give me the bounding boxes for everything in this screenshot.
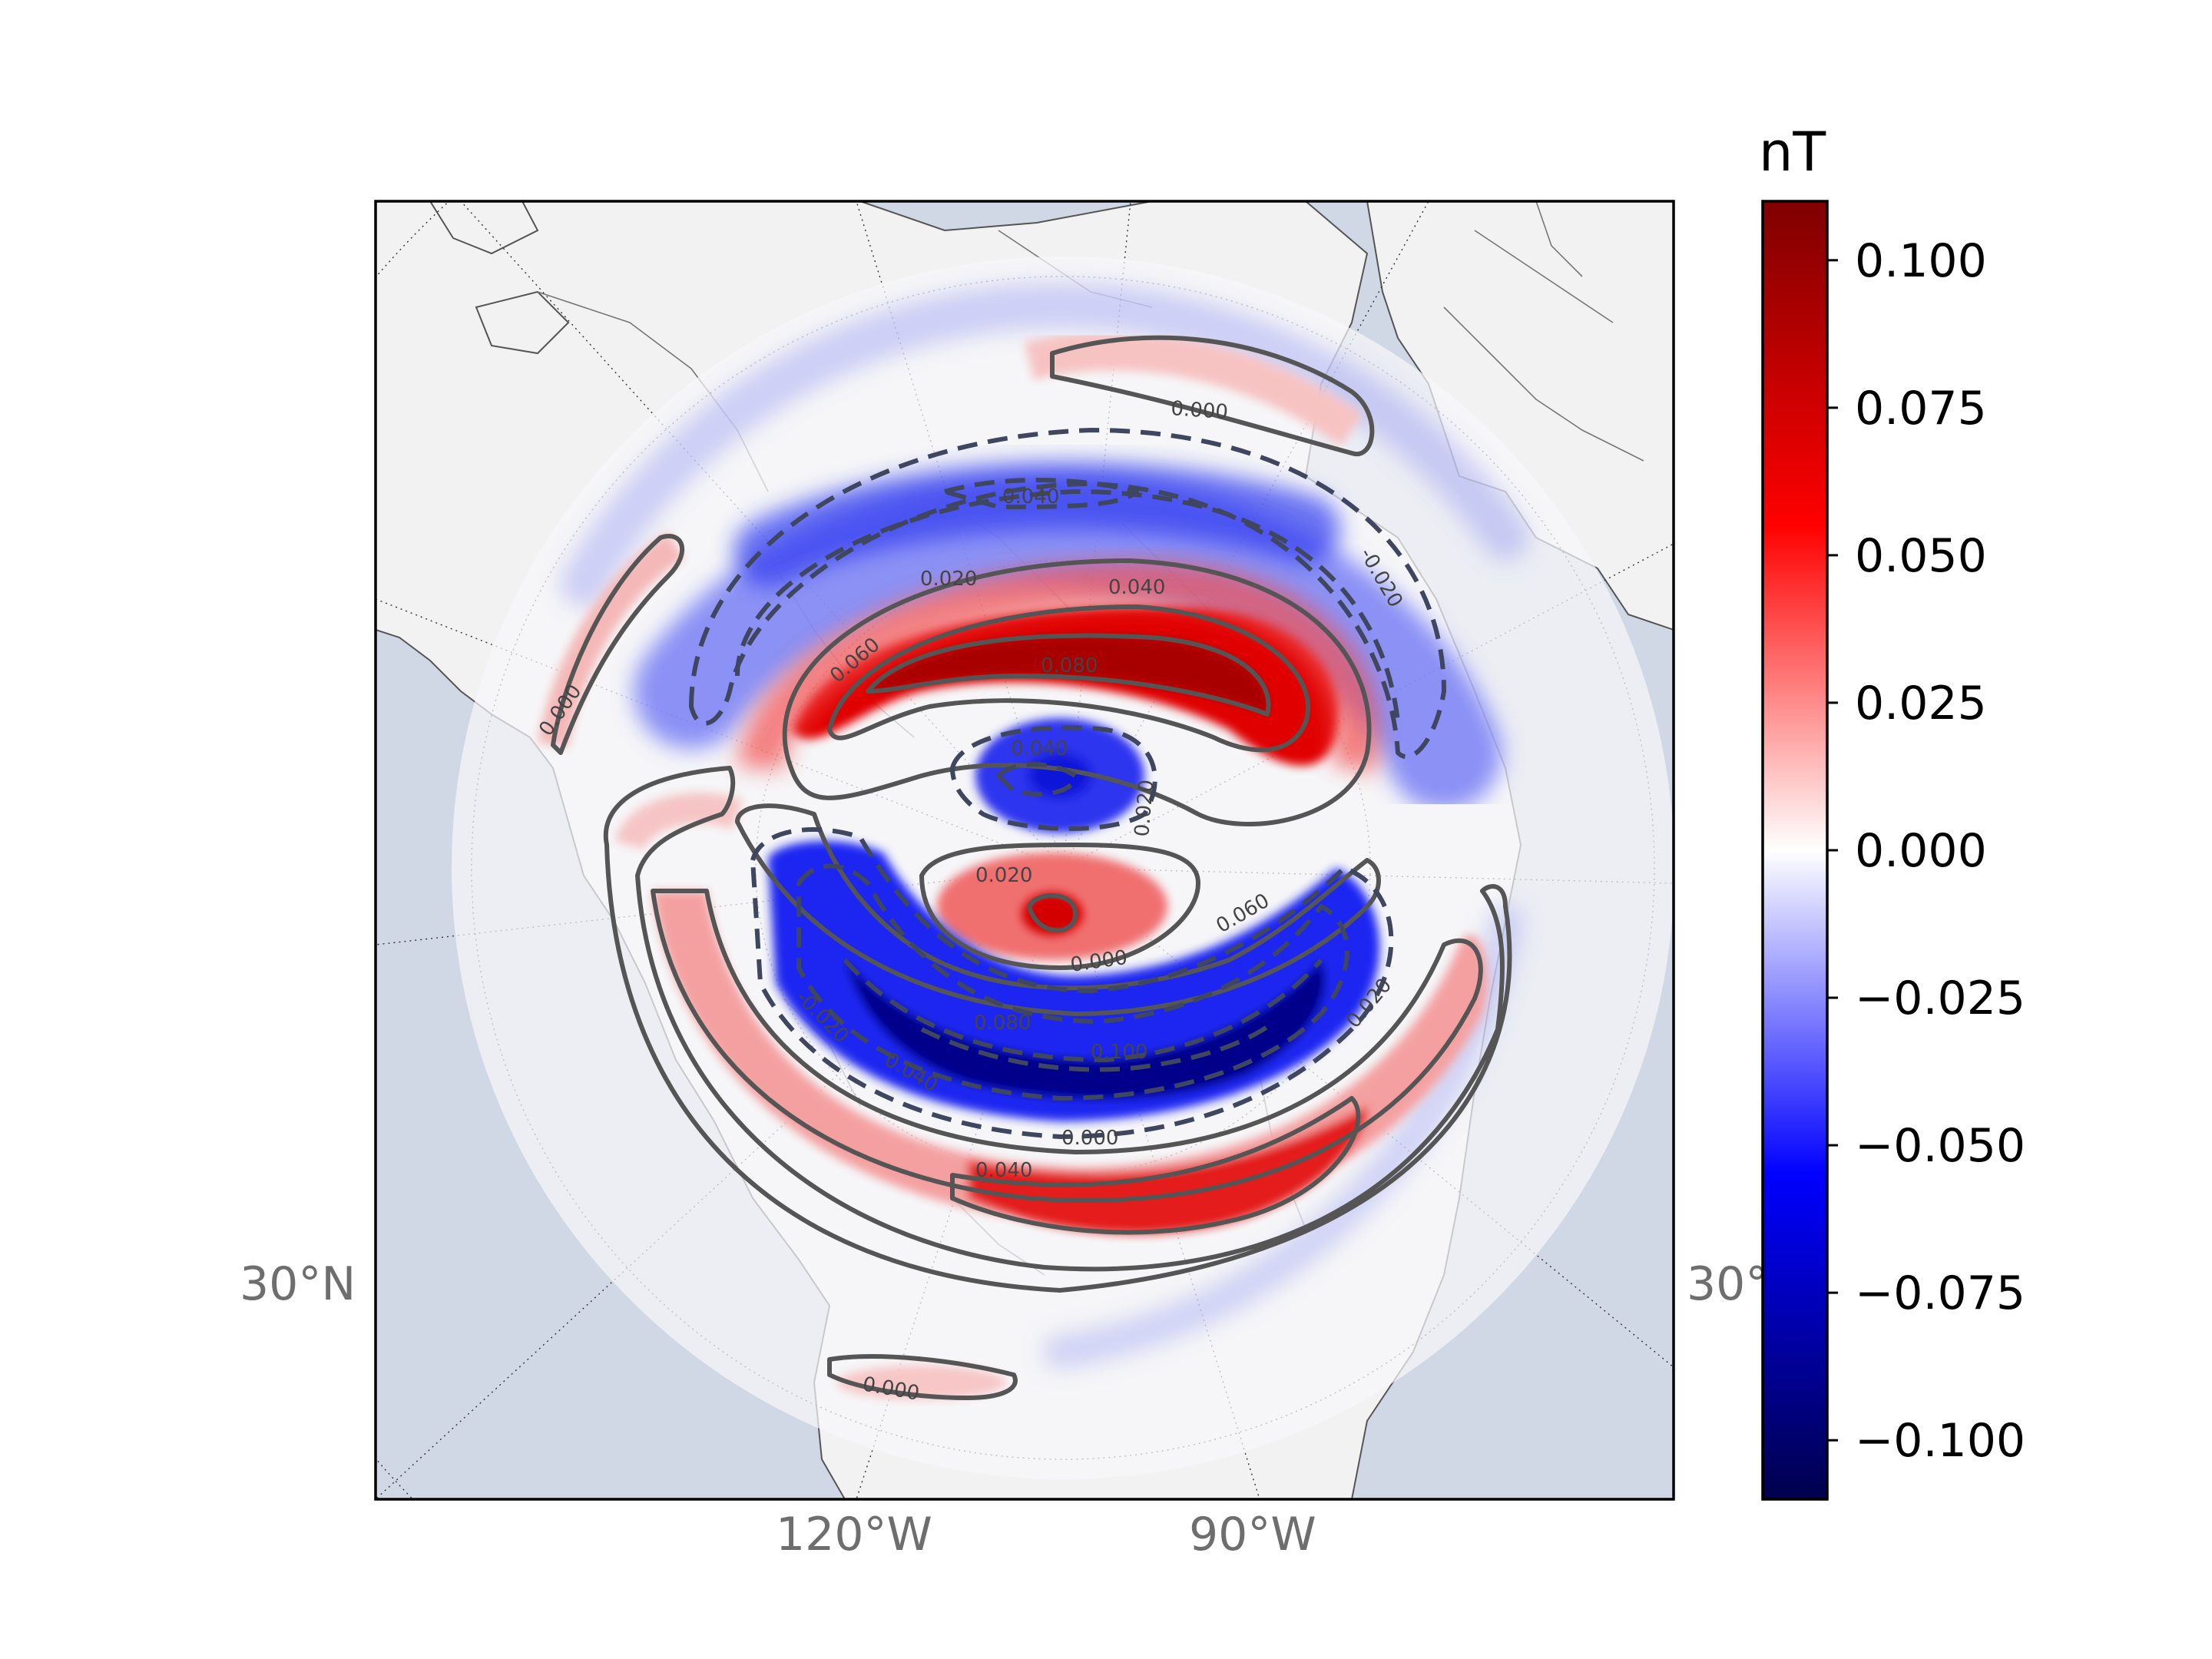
contour-label: 0.040	[1108, 576, 1165, 599]
contour-label: 0.100	[1091, 1041, 1147, 1064]
contour-label: 0.080	[974, 1012, 1031, 1035]
contour-label: 0.020	[920, 568, 977, 591]
colorbar-unit-label: nT	[1759, 121, 1826, 184]
contour-label: 0.040	[1002, 485, 1059, 508]
lat-label-left: 30°N	[240, 1257, 356, 1311]
map-panel: 0.000 0.040 -0.020 0.020 0.040 0.060 0.0…	[157, 0, 1969, 1659]
contour-label: 0.040	[1011, 737, 1068, 760]
colorbar: nT 0.100 0.075 0.050 0.025 0.000 −0.025 −0.050…	[1759, 121, 2025, 1499]
lat-label-right: 30°	[1687, 1257, 1768, 1311]
colorbar-tick-label: 0.025	[1855, 677, 1987, 730]
colorbar-ticks: 0.100 0.075 0.050 0.025 0.000 −0.025 −0.050 −0.…	[1827, 234, 2025, 1468]
contour-label: 0.040	[975, 1159, 1032, 1182]
colorbar-tick-label: −0.100	[1855, 1414, 2025, 1468]
contour-label: 0.020	[975, 864, 1032, 887]
colorbar-gradient	[1763, 201, 1827, 1499]
contour-label: 0.000	[1061, 1127, 1118, 1150]
colorbar-tick-label: 0.000	[1855, 824, 1987, 878]
colorbar-tick-label: 0.075	[1855, 382, 1987, 435]
lon-label-120w: 120°W	[776, 1508, 932, 1561]
colorbar-tick-label: −0.025	[1855, 972, 2025, 1025]
contour-label: 0.000	[1171, 397, 1229, 424]
colorbar-tick-label: −0.050	[1855, 1119, 2025, 1173]
colorbar-tick-label: 0.050	[1855, 529, 1987, 583]
lon-label-90w: 90°W	[1189, 1508, 1316, 1561]
contour-label: 0.080	[1041, 654, 1098, 677]
colorbar-tick-label: −0.075	[1855, 1267, 2025, 1320]
colorbar-tick-label: 0.100	[1855, 234, 1987, 288]
